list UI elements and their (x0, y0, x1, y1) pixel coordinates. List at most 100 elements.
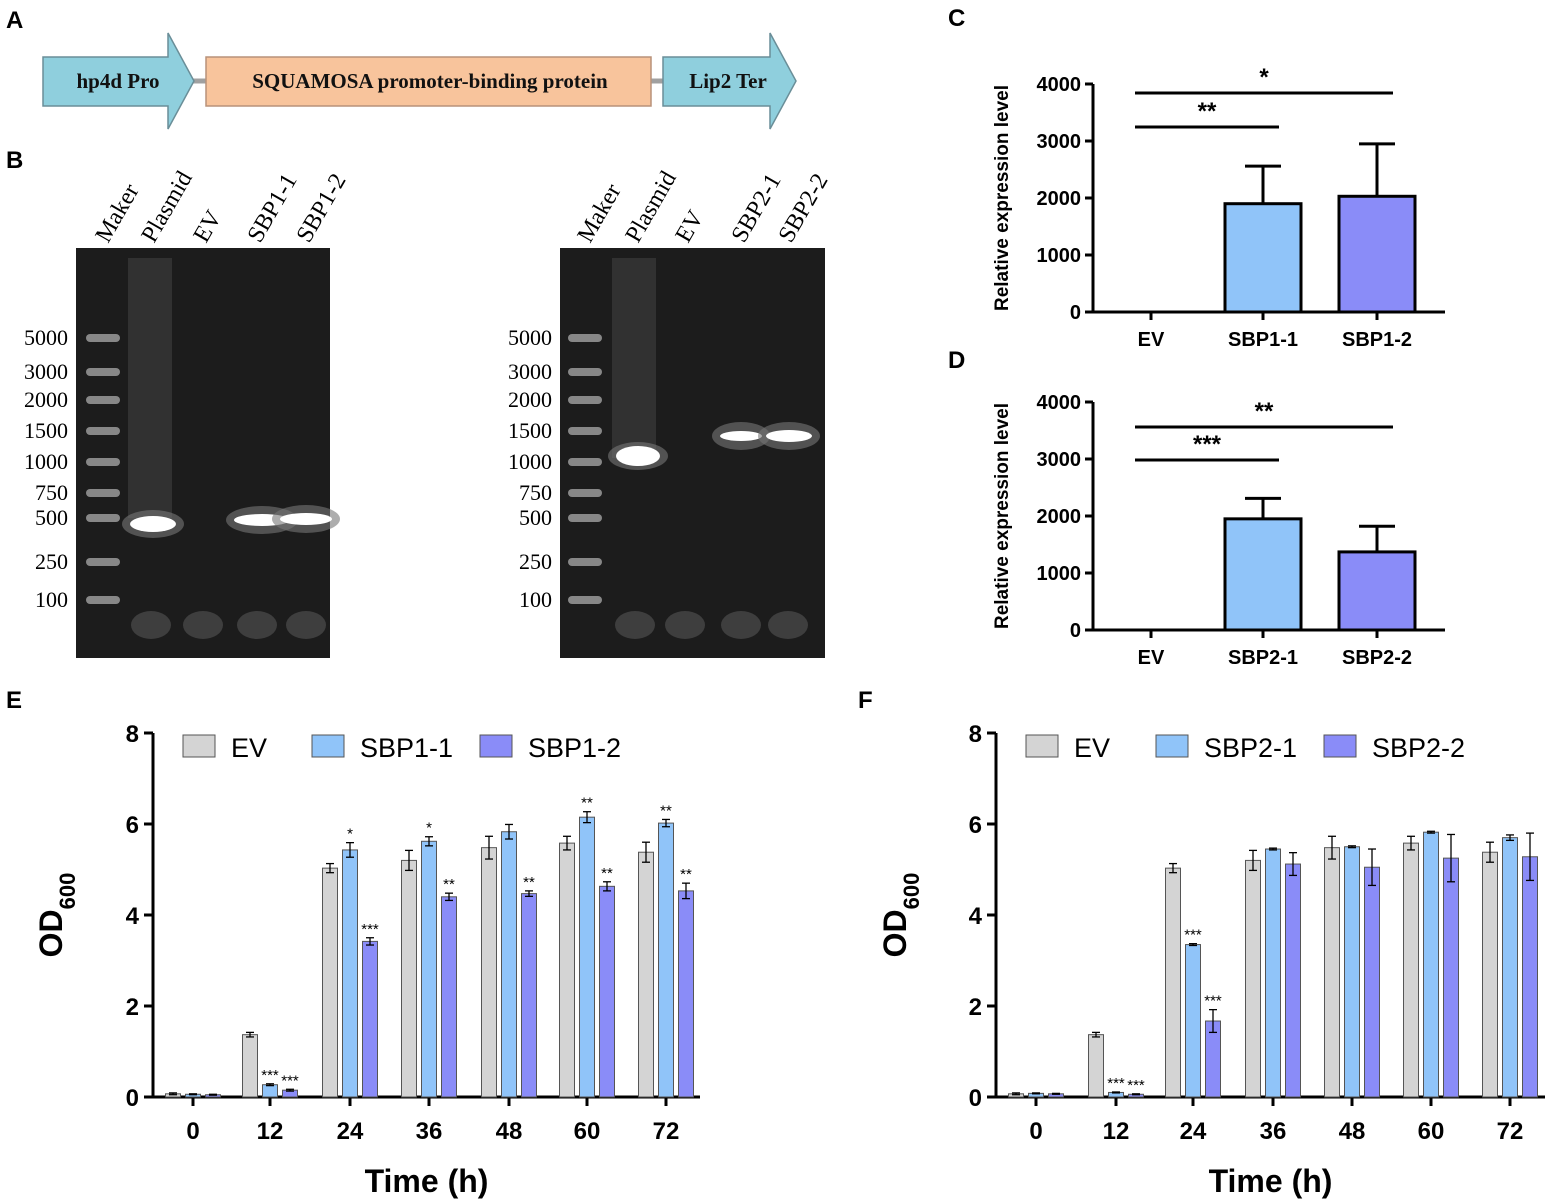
lane-label: SBP1-2 (292, 169, 352, 247)
bar-ev (401, 859, 417, 1098)
x-tick-label: SBP2-1 (1228, 647, 1298, 669)
bar-sbp1-1 (262, 1084, 278, 1098)
ladder-size-label: 1000 (24, 449, 68, 474)
bar-sbp2-1 (1223, 517, 1303, 632)
ladder-size-label: 2000 (24, 387, 68, 412)
bar-sbp2-2 (1522, 856, 1538, 1098)
significance-stars: *** (1107, 1075, 1125, 1092)
lane-label: EV (671, 206, 710, 247)
ladder-band (86, 596, 120, 604)
gene-box (205, 56, 652, 107)
ladder-band (568, 596, 602, 604)
lane-label: Maker (573, 180, 627, 247)
ladder-size-label: 250 (519, 549, 552, 574)
bar-sbp2-1 (1344, 846, 1360, 1098)
x-tick-label: 60 (574, 1118, 601, 1145)
y-tick-label: 6 (969, 812, 982, 839)
gene-label: SQUAMOSA promoter-binding protein (252, 69, 608, 93)
legend-swatch (1025, 734, 1059, 758)
plasmid-smear (128, 258, 172, 518)
x-tick-label: 24 (1180, 1118, 1207, 1145)
legend-swatch (1323, 734, 1357, 758)
y-tick-label: 6 (126, 812, 139, 839)
ladder-band (568, 489, 602, 497)
primer-glow (131, 611, 171, 639)
bar-ev (1165, 867, 1181, 1098)
x-tick-label: EV (1138, 329, 1165, 351)
y-tick-label: 0 (1070, 302, 1081, 324)
legend-swatch (311, 734, 345, 758)
x-tick-label: SBP2-2 (1342, 647, 1412, 669)
x-tick-label: SBP1-1 (1228, 329, 1298, 351)
legend-label: EV (231, 733, 267, 763)
ladder-band (568, 514, 602, 522)
bar-ev (1088, 1034, 1104, 1098)
y-axis-title: OD600 (877, 873, 924, 958)
y-tick-label: 4000 (1037, 392, 1082, 414)
bar-sbp1-1 (421, 840, 437, 1098)
ladder-band (568, 558, 602, 566)
ladder-band (86, 368, 120, 376)
bar-ev (638, 851, 654, 1098)
x-axis-title: Time (h) (1209, 1163, 1333, 1199)
significance-stars: *** (1127, 1077, 1145, 1094)
y-tick-label: 4000 (1037, 74, 1082, 96)
x-axis-title: Time (h) (365, 1163, 489, 1199)
significance-stars: *** (281, 1072, 299, 1089)
y-tick-label: 4 (969, 903, 983, 930)
bar-ev (1245, 859, 1261, 1098)
ladder-size-label: 500 (35, 505, 68, 530)
bar-sbp1-2 (521, 893, 537, 1098)
significance-stars: *** (1193, 431, 1222, 458)
y-tick-label: 0 (126, 1085, 139, 1112)
bar-ev (1403, 842, 1419, 1098)
ladder-band (86, 396, 120, 404)
bar-sbp2-2 (1285, 863, 1301, 1098)
y-tick-label: 2 (969, 994, 982, 1021)
legend-label: SBP1-2 (528, 733, 621, 763)
significance-stars: ** (660, 802, 672, 819)
legend-swatch (1155, 734, 1189, 758)
ladder-size-label: 100 (35, 587, 68, 612)
gel-background (76, 248, 330, 658)
bar-sbp1-1 (658, 822, 674, 1098)
legend-label: EV (1074, 733, 1110, 763)
bar-ev (322, 867, 338, 1098)
ladder-size-label: 3000 (24, 359, 68, 384)
significance-stars: ** (1255, 398, 1274, 425)
bar-sbp2-2 (1364, 866, 1380, 1098)
primer-glow (615, 611, 655, 639)
significance-stars: ** (1198, 98, 1217, 125)
x-tick-label: 12 (257, 1118, 284, 1145)
bar-sbp1-1 (501, 831, 517, 1098)
x-tick-label: SBP1-2 (1342, 329, 1412, 351)
bar-sbp2-1 (1502, 837, 1518, 1098)
legend-label: SBP1-1 (360, 733, 453, 763)
significance-stars: ** (523, 874, 535, 891)
bar-sbp1-2 (1337, 194, 1417, 314)
bar-ev (1324, 847, 1340, 1098)
x-tick-label: 12 (1103, 1118, 1130, 1145)
construct-diagram: hp4d Pro SQUAMOSA promoter-binding prote… (42, 32, 797, 130)
bar-sbp1-1 (342, 849, 358, 1098)
ladder-band (568, 458, 602, 466)
gel-background (560, 248, 825, 658)
bar-sbp2-1 (1423, 831, 1439, 1098)
legend-label: SBP2-1 (1204, 733, 1297, 763)
panel-label-c: C (948, 5, 965, 32)
ladder-band (568, 396, 602, 404)
bar-ev (559, 842, 575, 1098)
ladder-size-label: 5000 (24, 325, 68, 350)
bar-ev (1482, 851, 1498, 1098)
y-tick-label: 2000 (1037, 506, 1082, 528)
y-tick-label: 4 (126, 903, 140, 930)
bar-sbp1-1 (1223, 202, 1303, 314)
legend-swatch (182, 734, 216, 758)
y-axis-title: OD600 (33, 873, 80, 958)
y-tick-label: 3000 (1037, 449, 1082, 471)
